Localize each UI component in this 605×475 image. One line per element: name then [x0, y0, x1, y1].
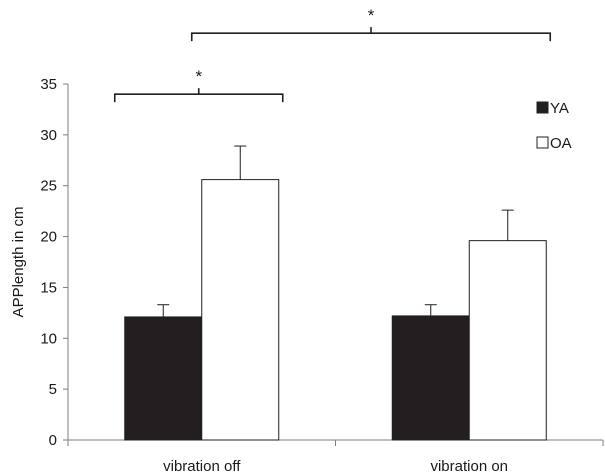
legend-swatch-oa [536, 136, 549, 149]
bar-oa [201, 179, 280, 441]
bar-ya [124, 316, 203, 441]
y-tick-label: 30 [40, 127, 57, 144]
y-tick-label: 15 [40, 279, 57, 296]
y-tick-label: 5 [49, 381, 57, 398]
y-ticks: 0 5 10 15 20 25 30 35 [40, 76, 68, 449]
bar-oa [468, 240, 547, 441]
x-ticks: vibration off vibration on [67, 440, 604, 475]
y-axis-title: APPlength in cm [10, 207, 27, 318]
bars [124, 179, 547, 441]
legend-swatch-ya [536, 101, 549, 114]
y-tick-label: 35 [40, 76, 57, 93]
significance-asterisk: * [368, 6, 375, 25]
y-tick-label: 25 [40, 178, 57, 195]
significance-bracket: * [113, 67, 284, 103]
y-tick-label: 10 [40, 330, 57, 347]
y-tick-label: 0 [49, 432, 57, 449]
x-category-label: vibration on [430, 458, 508, 475]
legend: YA OA [536, 100, 572, 152]
x-category-label: vibration off [163, 458, 241, 475]
bar-ya [391, 315, 470, 441]
significance-bracket: * [190, 6, 552, 42]
legend-label: OA [550, 135, 572, 152]
bracket-line [113, 93, 284, 103]
legend-label: YA [550, 100, 569, 117]
y-tick-label: 20 [40, 229, 57, 246]
significance-brackets: ** [113, 6, 552, 103]
error-bars [157, 145, 514, 317]
bracket-line [190, 32, 552, 42]
significance-asterisk: * [195, 67, 202, 86]
